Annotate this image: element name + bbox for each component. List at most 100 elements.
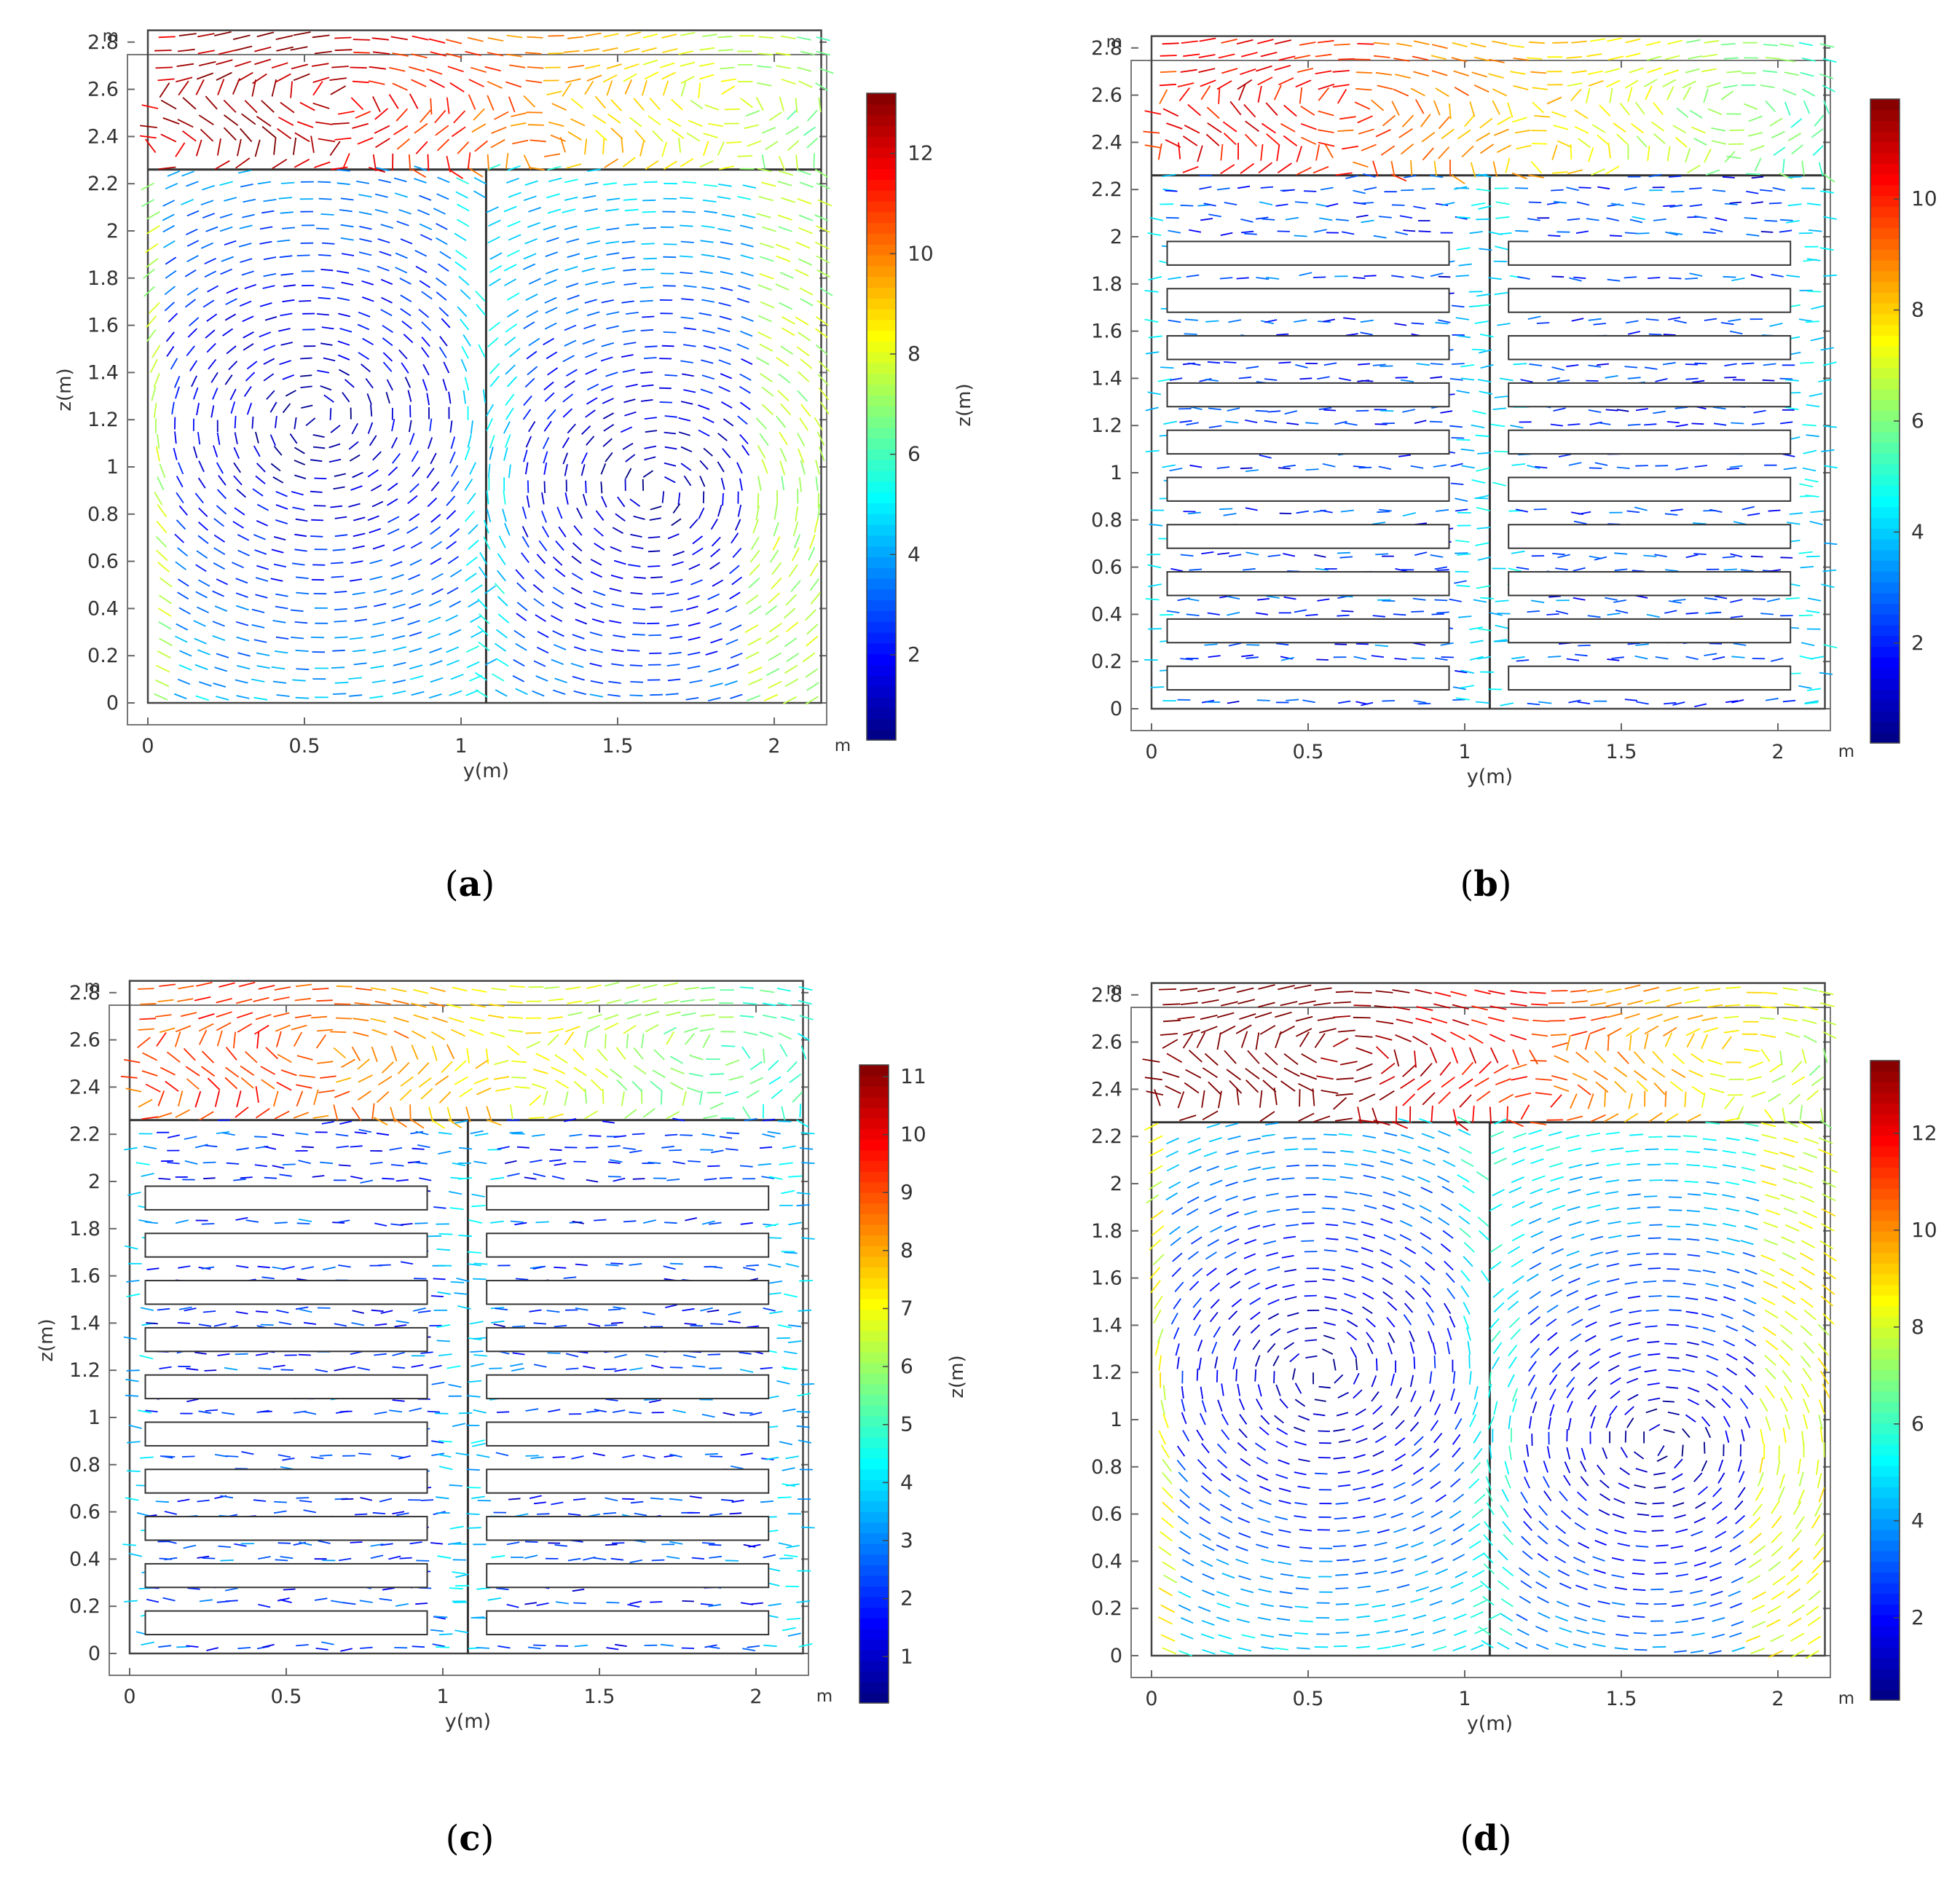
velocity-arrow <box>1146 1194 1160 1204</box>
velocity-arrow <box>586 1179 599 1183</box>
velocity-arrow <box>747 637 762 646</box>
velocity-arrow <box>218 475 227 486</box>
velocity-arrow <box>571 1455 584 1460</box>
velocity-arrow <box>428 693 442 699</box>
velocity-arrow <box>1262 1067 1278 1079</box>
colorbar-band <box>1870 335 1900 347</box>
velocity-arrow <box>528 986 544 988</box>
velocity-arrow <box>430 1295 444 1297</box>
velocity-arrow <box>1668 316 1681 320</box>
velocity-arrow <box>1449 598 1462 602</box>
velocity-arrow <box>466 661 480 669</box>
velocity-arrow <box>1801 160 1805 176</box>
velocity-arrow <box>233 475 243 486</box>
velocity-arrow <box>1221 1413 1229 1425</box>
velocity-arrow <box>653 1049 665 1061</box>
velocity-arrow <box>590 602 603 608</box>
velocity-arrow <box>1479 248 1492 251</box>
velocity-arrow <box>532 583 543 593</box>
velocity-arrow <box>1317 376 1330 380</box>
velocity-arrow <box>487 463 491 478</box>
velocity-arrow <box>204 1144 218 1148</box>
velocity-arrow <box>626 984 641 989</box>
velocity-arrow <box>1704 148 1712 163</box>
velocity-arrow <box>749 1061 763 1071</box>
velocity-arrow <box>1773 146 1786 157</box>
colorbar-band <box>867 211 896 224</box>
velocity-arrow <box>749 1077 764 1085</box>
velocity-arrow <box>707 1353 721 1356</box>
velocity-arrow <box>338 1557 352 1562</box>
velocity-arrow <box>179 650 192 657</box>
velocity-arrow <box>194 637 207 645</box>
velocity-arrow <box>273 1510 287 1514</box>
velocity-arrow <box>135 1162 150 1165</box>
velocity-arrow <box>1674 136 1688 148</box>
colorbar-band <box>1870 302 1900 315</box>
velocity-arrow <box>1547 377 1560 382</box>
velocity-arrow <box>240 258 253 264</box>
velocity-arrow <box>260 1324 274 1326</box>
velocity-arrow <box>662 80 669 96</box>
velocity-arrow <box>434 109 446 124</box>
velocity-arrow <box>178 578 189 587</box>
velocity-arrow <box>177 998 194 1002</box>
velocity-arrow <box>642 59 658 66</box>
velocity-arrow <box>410 541 422 549</box>
velocity-arrow <box>527 221 540 228</box>
velocity-arrow <box>498 535 506 548</box>
velocity-arrow <box>1593 323 1606 326</box>
velocity-arrow <box>798 986 813 991</box>
velocity-arrow <box>1558 453 1572 457</box>
velocity-arrow <box>1259 454 1272 459</box>
velocity-arrow <box>1798 551 1813 554</box>
velocity-arrow <box>597 1049 608 1061</box>
z-tick-label: 0.2 <box>87 645 119 667</box>
velocity-arrow <box>395 108 409 122</box>
velocity-arrow <box>1345 1236 1358 1240</box>
velocity-arrow <box>185 228 198 236</box>
velocity-arrow <box>775 52 791 56</box>
velocity-arrow <box>374 1411 387 1415</box>
velocity-arrow <box>610 1321 623 1324</box>
velocity-arrow <box>393 603 406 609</box>
velocity-arrow <box>1770 657 1784 662</box>
velocity-arrow <box>686 605 698 610</box>
velocity-arrow <box>1216 80 1232 90</box>
velocity-arrow <box>1713 422 1727 426</box>
velocity-arrow <box>461 346 469 359</box>
velocity-arrow <box>1458 615 1472 618</box>
velocity-arrow <box>1241 1502 1253 1509</box>
velocity-arrow <box>183 1047 196 1061</box>
velocity-arrow <box>797 433 806 447</box>
velocity-arrow <box>771 1089 783 1099</box>
velocity-arrow <box>229 388 237 401</box>
velocity-arrow <box>1729 201 1742 204</box>
velocity-arrow <box>1605 375 1618 379</box>
colorbar-band <box>859 1341 889 1353</box>
velocity-arrow <box>299 1074 315 1078</box>
velocity-arrow <box>1206 1122 1221 1128</box>
velocity-arrow <box>312 1175 325 1178</box>
velocity-arrow <box>1158 1430 1167 1445</box>
velocity-arrow <box>511 112 527 117</box>
velocity-arrow <box>621 1498 634 1501</box>
velocity-arrow <box>1555 610 1569 615</box>
velocity-arrow <box>610 1069 623 1079</box>
velocity-arrow <box>816 299 830 310</box>
velocity-arrow <box>154 50 172 52</box>
velocity-arrow <box>698 74 715 80</box>
velocity-arrow <box>398 349 408 360</box>
velocity-arrow <box>1688 55 1703 60</box>
velocity-arrow <box>367 515 379 522</box>
velocity-arrow <box>446 97 450 114</box>
velocity-arrow <box>530 1456 544 1459</box>
velocity-arrow <box>602 267 615 271</box>
velocity-arrow <box>1259 1111 1275 1122</box>
velocity-arrow <box>1529 41 1545 44</box>
velocity-arrow <box>280 342 294 346</box>
velocity-arrow <box>1552 171 1568 174</box>
velocity-arrow <box>1591 168 1605 176</box>
velocity-arrow <box>1625 320 1639 324</box>
velocity-arrow <box>642 315 655 318</box>
